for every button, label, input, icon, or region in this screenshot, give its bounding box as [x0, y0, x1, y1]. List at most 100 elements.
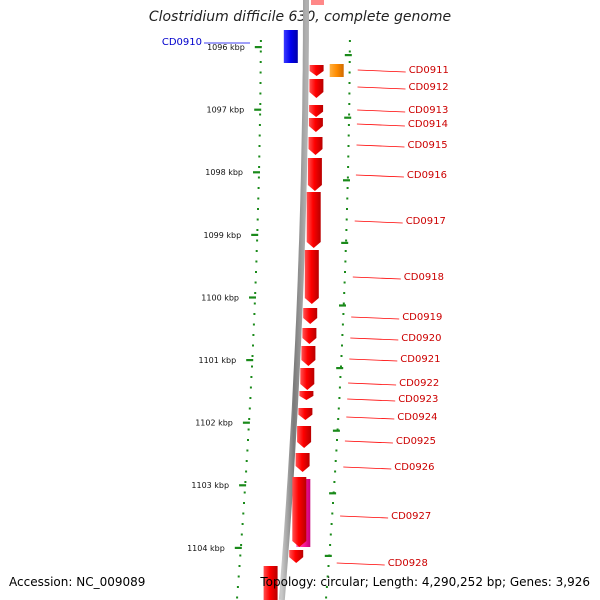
gene-arrow-CD0917[interactable] — [306, 192, 321, 248]
minor-tick — [259, 103, 262, 105]
gene-arrow-CD0916[interactable] — [307, 158, 322, 191]
backbone — [278, 0, 309, 600]
minor-tick — [250, 376, 253, 378]
minor-tick — [348, 50, 351, 53]
gene-label-CD0917[interactable]: CD0917 — [406, 216, 446, 227]
gene-arrow-CD0923[interactable] — [299, 391, 314, 400]
gene-arrow-CD0928[interactable] — [289, 550, 304, 563]
gene-arrow-CD0927[interactable] — [292, 477, 307, 547]
gene-arrow-CD0919[interactable] — [303, 308, 318, 324]
minor-tick — [257, 176, 260, 179]
gene-arrow-CD0914[interactable] — [308, 118, 323, 132]
gene-leader-line — [347, 398, 396, 402]
gene-leader-line — [357, 86, 406, 90]
minor-tick — [340, 365, 342, 368]
minor-tick — [255, 271, 257, 273]
gene-leader-line — [340, 515, 389, 519]
minor-tick — [236, 586, 239, 588]
minor-tick — [243, 491, 246, 494]
minor-tick — [259, 82, 262, 84]
gene-arrow-CD0918[interactable] — [304, 250, 319, 304]
ruler-label: 1099 kbp — [203, 231, 241, 240]
minor-tick — [259, 61, 262, 63]
minor-tick — [255, 260, 258, 263]
minor-tick — [334, 470, 337, 473]
minor-tick — [347, 145, 350, 147]
gene-label-CD0920[interactable]: CD0920 — [401, 333, 441, 344]
gene-arrow-CD0922[interactable] — [300, 368, 315, 390]
major-tick — [254, 108, 262, 111]
gene-label-CD0919[interactable]: CD0919 — [402, 312, 442, 323]
major-tick — [246, 359, 254, 362]
minor-tick — [253, 313, 256, 315]
minor-tick — [257, 187, 260, 189]
minor-tick — [336, 439, 338, 441]
gene-arrow-CD0912[interactable] — [309, 79, 324, 98]
feature-block-orange[interactable] — [329, 64, 344, 77]
minor-tick — [340, 355, 343, 357]
gene-leader-line — [350, 337, 399, 341]
gene-arrow-CD0921[interactable] — [301, 346, 316, 366]
ruler-label: 1100 kbp — [201, 293, 239, 302]
ruler-label: 1104 kbp — [187, 544, 225, 553]
minor-tick — [238, 565, 241, 567]
gene-label-CD0915[interactable]: CD0915 — [408, 140, 448, 151]
minor-tick — [341, 323, 344, 326]
ruler-labels: 1096 kbp 1097 kbp 1098 kbp 1099 kbp 1100 kbp… — [187, 43, 245, 553]
minor-tick — [347, 134, 350, 137]
gene-arrow-partial — [263, 566, 278, 600]
gene-label-CD0911[interactable]: CD0911 — [409, 65, 449, 76]
gene-arrow-CD0920[interactable] — [302, 328, 317, 344]
minor-tick — [257, 197, 260, 200]
minor-tick — [259, 113, 262, 116]
gene-label-CD0921[interactable]: CD0921 — [400, 354, 440, 365]
gene-arrow-CD0913[interactable] — [309, 105, 324, 117]
minor-tick — [239, 554, 242, 557]
minor-tick — [338, 397, 341, 399]
minor-tick — [337, 407, 340, 410]
gene-arrow-CD0926[interactable] — [295, 453, 310, 472]
minor-tick — [343, 292, 346, 294]
minor-tick — [343, 281, 346, 284]
minor-tick — [255, 250, 258, 252]
gene-label-CD0924[interactable]: CD0924 — [397, 412, 437, 423]
minor-tick — [333, 481, 336, 483]
gene-label-CD0925[interactable]: CD0925 — [396, 436, 436, 447]
gene-label-CD0926[interactable]: CD0926 — [394, 462, 434, 473]
gene-label-CD0912[interactable]: CD0912 — [409, 82, 449, 93]
gene-label-CD0916[interactable]: CD0916 — [407, 170, 447, 181]
gene-arrow-CD0924[interactable] — [298, 408, 313, 420]
minor-tick — [337, 418, 340, 420]
minor-tick — [348, 92, 351, 95]
minor-tick — [252, 344, 254, 347]
minor-tick — [259, 92, 262, 95]
minor-tick — [325, 596, 328, 599]
gene-label-CD0913[interactable]: CD0913 — [408, 105, 448, 116]
minor-tick — [348, 103, 351, 105]
gene-label-CD0922[interactable]: CD0922 — [399, 378, 439, 389]
accession-label: Accession: NC_009089 — [9, 575, 146, 589]
gene-arrow-CD0910[interactable] — [283, 30, 298, 63]
ruler-label: 1101 kbp — [198, 356, 236, 365]
minor-tick — [336, 428, 339, 431]
gene-label-CD0910[interactable]: CD0910 — [162, 37, 202, 48]
major-tick — [254, 46, 262, 49]
backbone-line — [278, 0, 309, 600]
gene-label-CD0914[interactable]: CD0914 — [408, 119, 448, 130]
gene-label-CD0923[interactable]: CD0923 — [398, 394, 438, 405]
minor-tick — [259, 40, 262, 42]
gene-leader-line — [354, 220, 403, 224]
gene-arrow-CD0925[interactable] — [297, 426, 312, 448]
ruler-ticks — [234, 40, 352, 599]
ruler-label: 1102 kbp — [195, 419, 233, 428]
gene-arrow-CD0915[interactable] — [308, 137, 323, 155]
gene-arrow-CD0911[interactable] — [309, 65, 324, 76]
minor-tick — [240, 533, 243, 536]
gene-label-CD0928[interactable]: CD0928 — [388, 558, 428, 569]
minor-tick — [344, 271, 346, 273]
gene-label-CD0918[interactable]: CD0918 — [404, 272, 444, 283]
major-tick — [339, 304, 346, 307]
gene-label-CD0927[interactable]: CD0927 — [391, 511, 431, 522]
ruler-label: 1097 kbp — [206, 106, 244, 115]
